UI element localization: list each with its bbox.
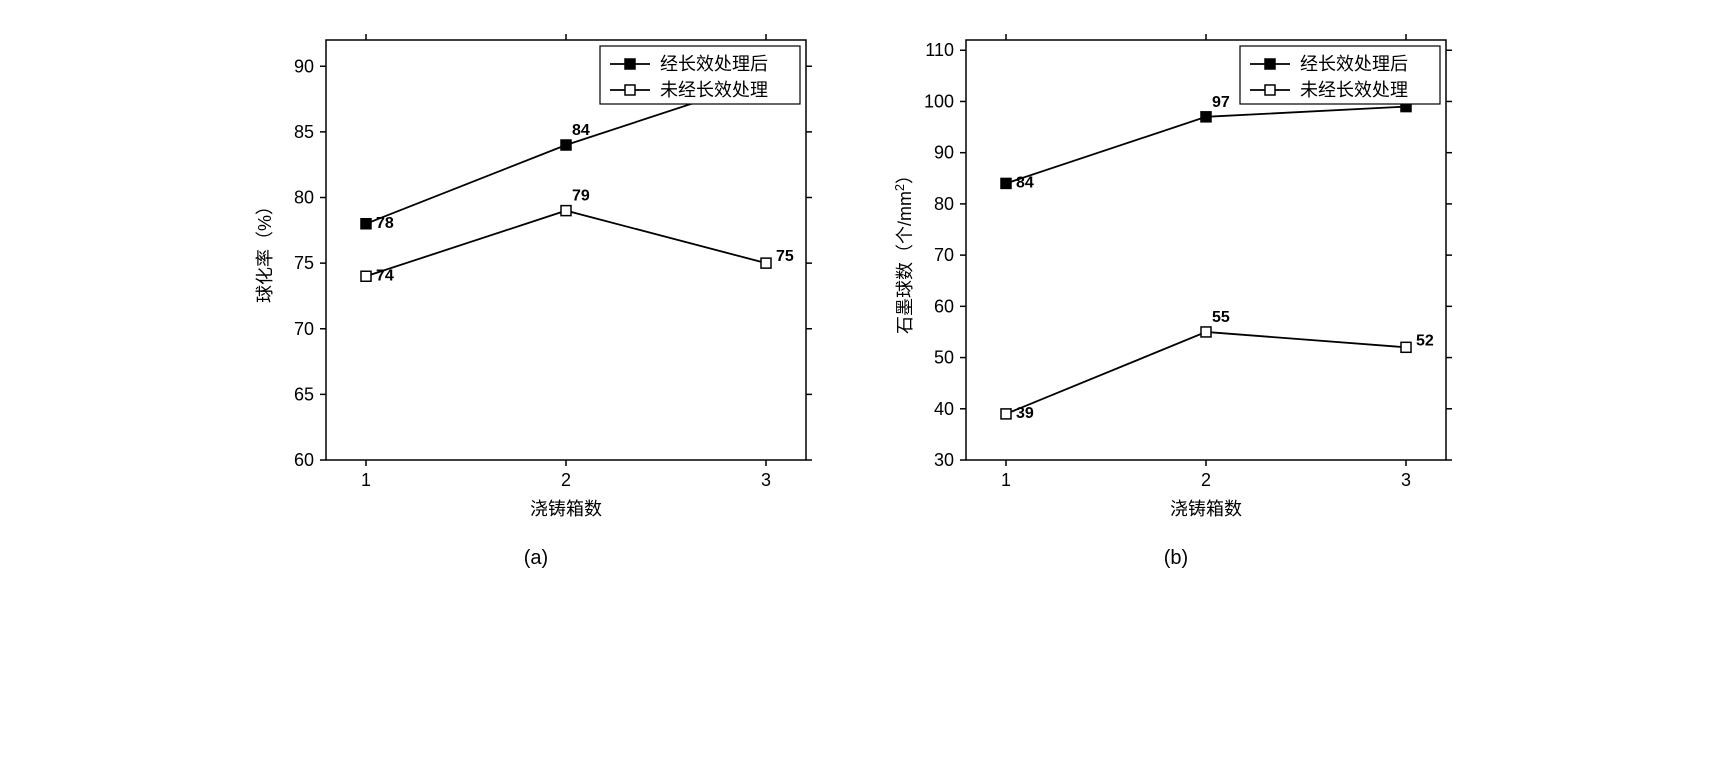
filled-square-icon (625, 59, 635, 69)
xtick-label: 2 (1201, 470, 1211, 490)
ytick-label: 80 (934, 194, 954, 214)
filled-square-icon (1265, 59, 1275, 69)
data-label: 39 (1016, 405, 1034, 422)
data-label: 78 (376, 215, 394, 232)
ytick-label: 90 (294, 56, 314, 76)
ytick-label: 90 (934, 143, 954, 163)
ytick-label: 75 (294, 253, 314, 273)
open-square-marker (361, 271, 371, 281)
xtick-label: 2 (561, 470, 571, 490)
data-label: 75 (776, 248, 794, 265)
x-axis-label: 浇铸箱数 (530, 499, 602, 519)
ytick-label: 100 (924, 91, 954, 111)
open-square-marker (761, 258, 771, 268)
open-square-marker (1201, 327, 1211, 337)
filled-square-marker (1001, 178, 1011, 188)
open-square-icon (625, 85, 635, 95)
legend-item-untreated: 未经长效处理 (1300, 80, 1408, 100)
open-square-marker (1401, 342, 1411, 352)
series-line-untreated (1006, 332, 1406, 414)
chart-b-wrapper: 30 40 50 60 70 80 90 100 110 1 2 3 浇铸箱数 石墨球数（个/mm2） 84… (886, 20, 1466, 570)
y-axis-label: 石墨球数（个/mm2） (893, 166, 915, 334)
xtick-label: 1 (361, 470, 371, 490)
chart-svg: 30 40 50 60 70 80 90 100 110 1 2 3 浇铸箱数 石墨球数（个/mm2） 84… (886, 20, 1466, 530)
data-label: 84 (1016, 174, 1034, 191)
chart-b: 30 40 50 60 70 80 90 100 110 1 2 3 浇铸箱数 石墨球数（个/mm2） 84… (886, 20, 1466, 535)
open-square-icon (1265, 85, 1275, 95)
xtick-label: 3 (1401, 470, 1411, 490)
filled-square-marker (1201, 112, 1211, 122)
chart-a: 60657075808590123浇铸箱数球化率（%）788489747975经… (246, 20, 826, 535)
chart-svg: 60657075808590123浇铸箱数球化率（%）788489747975经… (246, 20, 826, 530)
data-label: 52 (1416, 332, 1434, 349)
data-label: 84 (572, 122, 590, 139)
ytick-label: 65 (294, 384, 314, 404)
ytick-label: 60 (934, 296, 954, 316)
ytick-label: 70 (934, 245, 954, 265)
ytick-label: 40 (934, 399, 954, 419)
xtick-label: 3 (761, 470, 771, 490)
x-axis-label: 浇铸箱数 (1170, 499, 1242, 519)
charts-container: 60657075808590123浇铸箱数球化率（%）788489747975经… (20, 20, 1692, 570)
ytick-label: 110 (925, 40, 954, 60)
chart-a-wrapper: 60657075808590123浇铸箱数球化率（%）788489747975经… (246, 20, 826, 570)
filled-square-marker (561, 140, 571, 150)
data-label: 55 (1212, 309, 1230, 326)
legend-item-treated: 经长效处理后 (660, 54, 768, 74)
open-square-marker (561, 206, 571, 216)
ytick-label: 85 (294, 122, 314, 142)
ytick-label: 80 (294, 188, 314, 208)
series-line-untreated (366, 211, 766, 277)
data-label: 79 (572, 188, 590, 205)
chart-b-caption: (b) (1164, 547, 1188, 570)
open-square-marker (1001, 409, 1011, 419)
legend-item-untreated: 未经长效处理 (660, 80, 768, 100)
ytick-label: 70 (294, 319, 314, 339)
ytick-label: 50 (934, 348, 954, 368)
xtick-label: 1 (1001, 470, 1011, 490)
chart-a-caption: (a) (524, 547, 548, 570)
legend-item-treated: 经长效处理后 (1300, 54, 1408, 74)
filled-square-marker (361, 219, 371, 229)
ytick-label: 60 (294, 450, 314, 470)
ytick-label: 30 (934, 450, 954, 470)
y-axis-label: 球化率（%） (255, 197, 275, 303)
data-label: 97 (1212, 94, 1230, 111)
data-label: 74 (376, 267, 394, 284)
